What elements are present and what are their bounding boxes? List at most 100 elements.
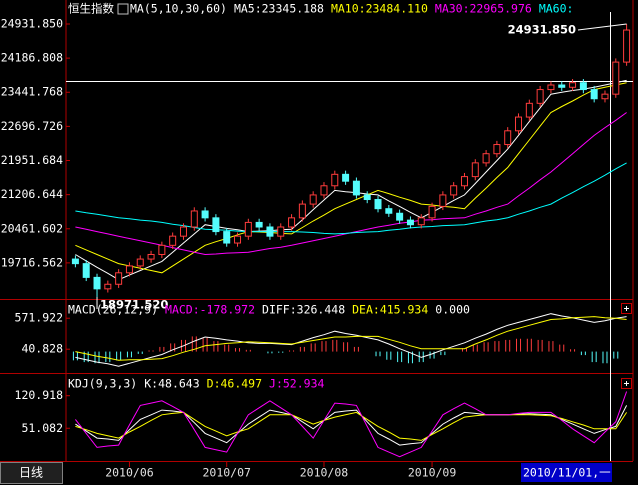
y-tick-label: 21951.684	[1, 153, 63, 167]
y-tick-label: 571.922	[15, 311, 63, 325]
expand-button[interactable]	[621, 303, 632, 314]
candle-body	[579, 82, 587, 91]
indicator-line	[75, 316, 627, 361]
candle-body	[482, 153, 490, 164]
candle-body	[223, 231, 231, 244]
indicator-line	[75, 391, 628, 458]
legend-entry: MA5:23345.188	[234, 2, 324, 16]
candle-body	[93, 276, 101, 290]
legend-entry: MA10:23484.110	[331, 2, 428, 16]
candle-body	[136, 258, 144, 267]
candle-body	[244, 221, 252, 237]
low-label: 18971.520	[100, 298, 168, 312]
x-tick-label: 2010/06	[105, 466, 154, 480]
indicator-line	[75, 405, 628, 446]
candle-body	[288, 217, 296, 228]
candle-body	[525, 102, 533, 118]
legend-entry: MA30:22965.976	[435, 2, 532, 16]
label-leader	[577, 23, 627, 31]
candle-body	[309, 194, 317, 205]
candle-body	[385, 208, 393, 214]
candle-body	[179, 226, 187, 237]
indicator-icon	[117, 3, 129, 15]
candle-body	[158, 244, 166, 255]
indicator-line	[75, 162, 627, 235]
candle-body	[352, 180, 360, 196]
y-tick-label: 23441.768	[1, 85, 63, 99]
indicator-line	[75, 313, 627, 367]
period-label: 日线	[19, 466, 43, 480]
legend-entry: D:46.497	[207, 377, 262, 391]
candle-body	[169, 235, 177, 246]
cursor-date-box	[521, 463, 612, 482]
candle-body	[71, 258, 79, 265]
candle-body	[601, 93, 609, 100]
candle-body	[623, 29, 631, 63]
candle-body	[471, 162, 479, 178]
candle-body	[82, 263, 90, 278]
candle-body	[201, 210, 209, 219]
candle-body	[212, 217, 220, 233]
candle-body	[277, 226, 285, 237]
cursor-date: 2010/11/01,一	[523, 466, 611, 480]
candle-body	[234, 235, 242, 244]
candle-body	[612, 61, 620, 95]
candle-body	[547, 84, 555, 91]
candle-body	[493, 144, 501, 155]
period-tab[interactable]	[0, 462, 63, 484]
candle-body	[147, 253, 155, 260]
candle-body	[298, 203, 306, 219]
candle-body	[536, 89, 544, 104]
plot-layer: 24931.850 24186.808 23441.768 22696.726 2195…	[1, 2, 631, 480]
candle-body	[115, 272, 123, 285]
y-tick-label: 19716.562	[1, 255, 63, 269]
candle-body	[374, 199, 382, 210]
legend-entry: DIFF:326.448	[262, 303, 345, 317]
candle-body	[590, 89, 598, 100]
panel-title: 恒生指数	[68, 2, 114, 16]
indicator-name: MA(5,10,30,60)	[130, 2, 227, 16]
legend-entry: DEA:415.934	[352, 303, 428, 317]
expand-button[interactable]	[621, 378, 632, 389]
panel-title: MACD(26,12,9)	[68, 303, 158, 317]
y-tick-label: 51.082	[21, 421, 63, 435]
indicator-line	[75, 411, 628, 441]
candle-body	[460, 176, 468, 187]
legend-entry: K:48.643	[144, 377, 199, 391]
legend-entry: MA60:	[539, 2, 574, 16]
candle-body	[569, 82, 577, 88]
x-tick-label: 2010/07	[202, 466, 251, 480]
y-tick-label: 24931.850	[1, 16, 63, 30]
y-tick-label: 21206.644	[1, 187, 63, 201]
legend-entry: J:52.934	[269, 377, 324, 391]
y-tick-label: 22696.726	[1, 119, 63, 133]
candle-body	[266, 226, 274, 237]
x-tick-label: 2010/09	[408, 466, 457, 480]
indicator-line	[75, 82, 627, 274]
candle-body	[439, 194, 447, 207]
candle-body	[450, 185, 458, 196]
candle-body	[342, 173, 350, 182]
candle-body	[363, 194, 371, 201]
y-tick-label: 24186.808	[1, 51, 63, 65]
annotation: 0.000	[435, 303, 470, 317]
candle-body	[190, 210, 198, 228]
legend-entry: MACD:-178.972	[165, 303, 255, 317]
candle-body	[331, 173, 339, 187]
y-tick-label: 120.918	[15, 388, 64, 402]
y-tick-label: 40.828	[21, 342, 63, 356]
candle-body	[396, 212, 404, 221]
candle-body	[320, 185, 328, 196]
candle-body	[406, 219, 414, 226]
candle-body	[104, 283, 112, 290]
candle-body	[417, 217, 425, 226]
candle-body	[504, 130, 512, 146]
indicator-line	[75, 79, 627, 281]
candle-body	[558, 84, 566, 88]
candle-body	[125, 265, 133, 274]
panel-title: KDJ(9,3,3)	[68, 377, 137, 391]
candle-body	[428, 205, 436, 219]
